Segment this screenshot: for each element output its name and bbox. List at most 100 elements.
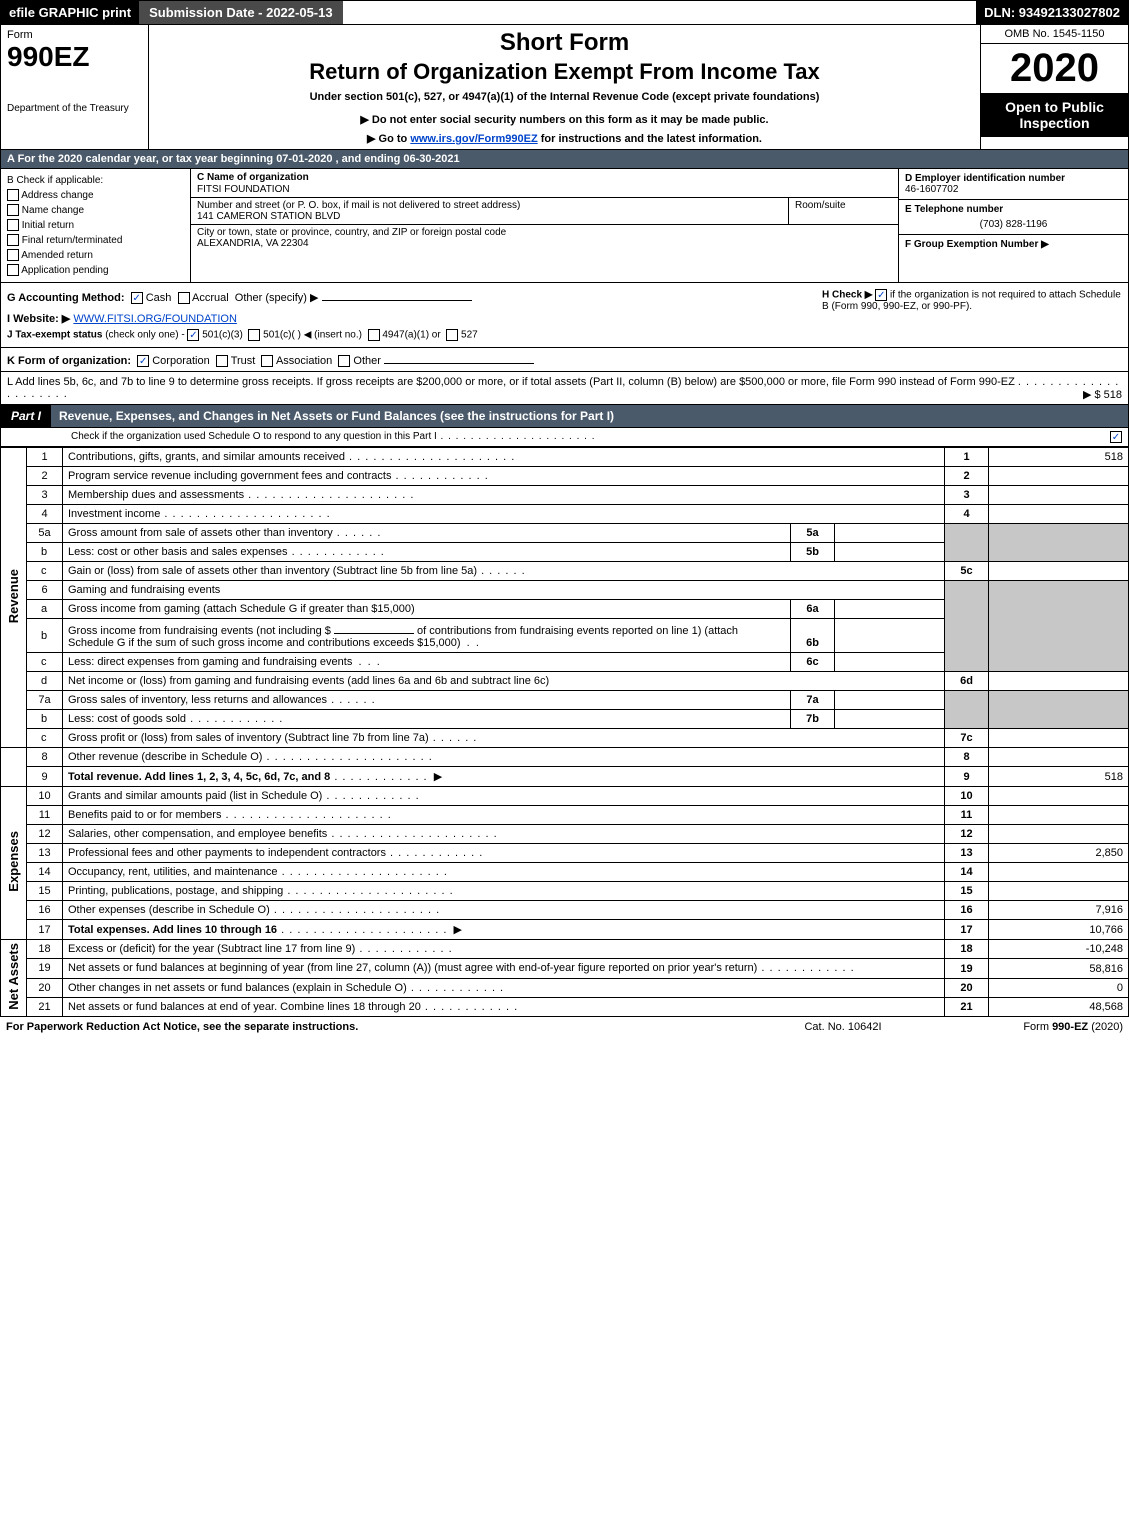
chk-name-change[interactable] <box>7 204 19 216</box>
chk-application-pending[interactable] <box>7 264 19 276</box>
header-left: Form 990EZ Department of the Treasury <box>1 25 149 149</box>
goto-pre: ▶ Go to <box>367 133 410 145</box>
desc: Contributions, gifts, grants, and simila… <box>63 448 945 467</box>
form-word: Form <box>7 29 142 41</box>
addr-label: Number and street (or P. O. box, if mail… <box>197 200 520 211</box>
g-other-fill[interactable] <box>322 289 472 301</box>
dept-label: Department of the Treasury <box>7 103 142 114</box>
desc: Gaming and fundraising events <box>63 581 945 600</box>
out-ln: 20 <box>945 978 989 997</box>
ln: 4 <box>27 505 63 524</box>
chk-address-change[interactable] <box>7 189 19 201</box>
chk-h[interactable] <box>875 289 887 301</box>
inner-val <box>835 600 945 619</box>
side-revenue: Revenue <box>1 448 27 748</box>
desc: Occupancy, rent, utilities, and maintena… <box>63 863 945 882</box>
desc: Excess or (deficit) for the year (Subtra… <box>63 940 945 959</box>
chk-lbl: Address change <box>21 190 93 201</box>
chk-lbl: Final return/terminated <box>22 235 123 246</box>
ln: 15 <box>27 882 63 901</box>
inner-ln: 7a <box>791 691 835 710</box>
ln: 13 <box>27 844 63 863</box>
out-ln: 16 <box>945 901 989 920</box>
out-val <box>989 825 1129 844</box>
section-a-taxyear: A For the 2020 calendar year, or tax yea… <box>0 150 1129 169</box>
g-label: G Accounting Method: <box>7 292 125 304</box>
g-cash: Cash <box>146 292 172 304</box>
b-label: B Check if applicable: <box>7 173 184 188</box>
submission-date: Submission Date - 2022-05-13 <box>139 1 343 24</box>
out-val: 518 <box>989 767 1129 787</box>
k-other: Other <box>353 355 381 367</box>
footer-formref: Form 990-EZ (2020) <box>943 1021 1123 1033</box>
h-label: H Check ▶ <box>822 290 872 301</box>
out-val <box>989 748 1129 767</box>
chk-527[interactable] <box>446 329 458 341</box>
addr-value: 141 CAMERON STATION BLVD <box>197 211 340 222</box>
ln: b <box>27 543 63 562</box>
k-corp: Corporation <box>152 355 209 367</box>
inner-val <box>835 691 945 710</box>
desc: Total revenue. Add lines 1, 2, 3, 4, 5c,… <box>63 767 945 787</box>
ln: d <box>27 672 63 691</box>
ln: c <box>27 729 63 748</box>
efile-label[interactable]: efile GRAPHIC print <box>1 1 139 24</box>
inner-val <box>835 524 945 543</box>
out-val <box>989 562 1129 581</box>
chk-other-org[interactable] <box>338 355 350 367</box>
inner-val <box>835 710 945 729</box>
chk-501c3[interactable] <box>187 329 199 341</box>
chk-amended-return[interactable] <box>7 249 19 261</box>
out-val: 0 <box>989 978 1129 997</box>
g-accrual: Accrual <box>192 292 229 304</box>
chk-4947[interactable] <box>368 329 380 341</box>
6b-fill[interactable] <box>334 622 414 634</box>
chk-schedule-o[interactable] <box>1110 431 1122 443</box>
chk-trust[interactable] <box>216 355 228 367</box>
k-other-fill[interactable] <box>384 352 534 364</box>
out-val <box>989 672 1129 691</box>
footer-paperwork: For Paperwork Reduction Act Notice, see … <box>6 1021 743 1033</box>
chk-501c[interactable] <box>248 329 260 341</box>
out-val <box>989 729 1129 748</box>
out-ln: 5c <box>945 562 989 581</box>
website-link[interactable]: WWW.FITSI.ORG/FOUNDATION <box>73 313 237 325</box>
l-amount: ▶ $ 518 <box>1083 388 1122 401</box>
desc: Less: cost or other basis and sales expe… <box>63 543 791 562</box>
out-val: 10,766 <box>989 920 1129 940</box>
header-right: OMB No. 1545-1150 2020 Open to Public In… <box>980 25 1128 149</box>
out-ln: 2 <box>945 467 989 486</box>
tel-value: (703) 828-1196 <box>905 215 1122 230</box>
side-revenue-cont <box>1 748 27 787</box>
out-ln: 10 <box>945 787 989 806</box>
chk-final-return[interactable] <box>7 234 19 246</box>
ln: 2 <box>27 467 63 486</box>
inner-val <box>835 619 945 653</box>
shade <box>945 691 989 729</box>
out-ln: 11 <box>945 806 989 825</box>
section-b-checks: B Check if applicable: Address change Na… <box>1 169 191 282</box>
chk-association[interactable] <box>261 355 273 367</box>
j-o2: 501(c)( ) ◀ (insert no.) <box>263 330 362 341</box>
ln: a <box>27 600 63 619</box>
chk-initial-return[interactable] <box>7 219 19 231</box>
chk-lbl: Initial return <box>22 220 74 231</box>
chk-accrual[interactable] <box>178 292 190 304</box>
ln: 3 <box>27 486 63 505</box>
ln: 19 <box>27 959 63 978</box>
tax-year: 2020 <box>981 44 1128 93</box>
chk-cash[interactable] <box>131 292 143 304</box>
ln: b <box>27 710 63 729</box>
form-number: 990EZ <box>7 41 142 73</box>
inner-ln: 6c <box>791 653 835 672</box>
j-note: (check only one) - <box>105 330 184 341</box>
page-footer: For Paperwork Reduction Act Notice, see … <box>0 1017 1129 1037</box>
header-mid: Short Form Return of Organization Exempt… <box>149 25 980 149</box>
irs-link[interactable]: www.irs.gov/Form990EZ <box>410 133 537 145</box>
inner-ln: 5a <box>791 524 835 543</box>
chk-corporation[interactable] <box>137 355 149 367</box>
under-section: Under section 501(c), 527, or 4947(a)(1)… <box>155 91 974 103</box>
desc: Gross amount from sale of assets other t… <box>63 524 791 543</box>
out-val <box>989 882 1129 901</box>
desc: Gross income from gaming (attach Schedul… <box>63 600 791 619</box>
